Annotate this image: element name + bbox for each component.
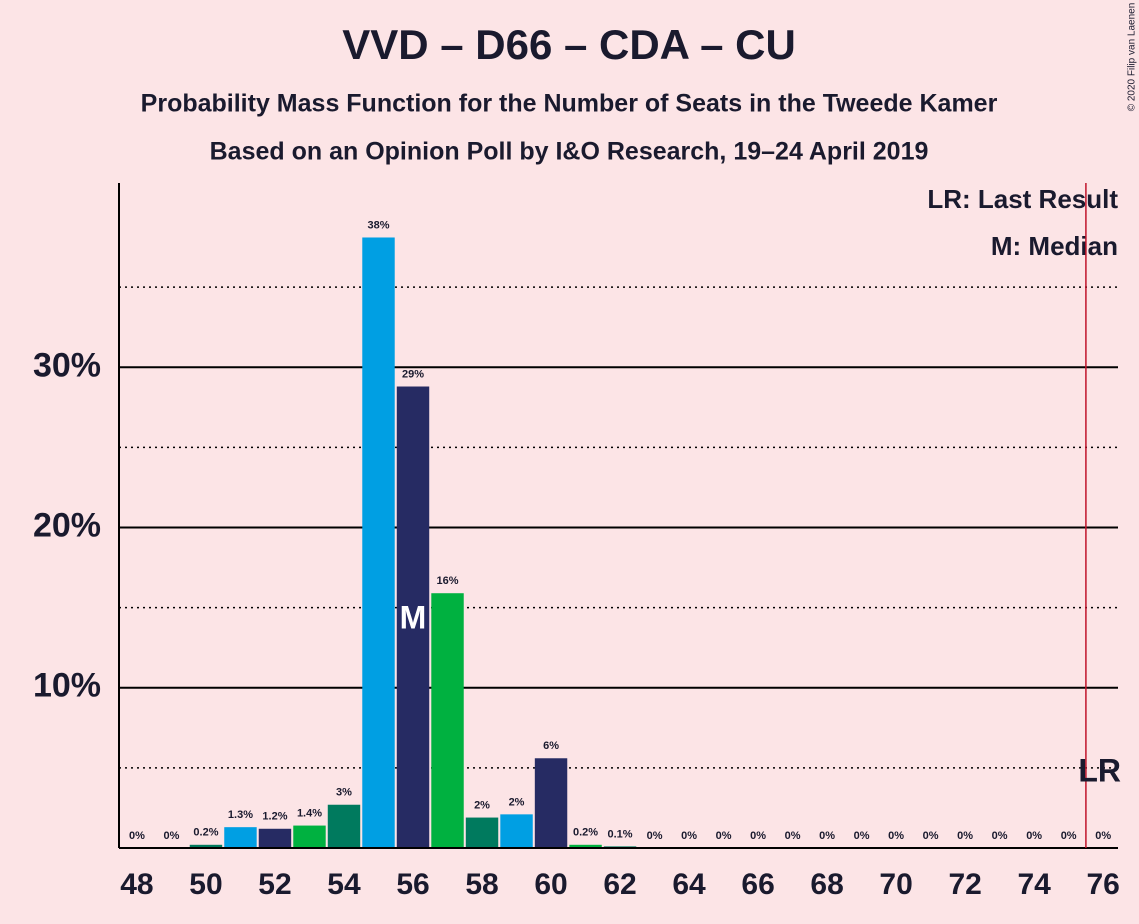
bar bbox=[362, 237, 395, 848]
value-label: 2% bbox=[509, 796, 525, 808]
y-tick-label: 30% bbox=[33, 346, 101, 384]
value-label: 16% bbox=[436, 575, 458, 587]
value-label: 0% bbox=[681, 830, 697, 842]
value-label: 0.2% bbox=[193, 827, 218, 839]
chart-title: VVD – D66 – CDA – CU bbox=[342, 21, 796, 68]
bar bbox=[258, 828, 292, 848]
x-tick-label: 70 bbox=[879, 868, 912, 901]
value-label: 0% bbox=[957, 830, 973, 842]
median-marker: M bbox=[400, 599, 427, 635]
value-label: 0.1% bbox=[608, 828, 633, 840]
bar bbox=[224, 827, 257, 848]
value-label: 0% bbox=[750, 830, 766, 842]
x-tick-label: 50 bbox=[189, 868, 222, 901]
value-label: 0% bbox=[888, 830, 904, 842]
y-tick-label: 20% bbox=[33, 507, 101, 545]
value-label: 1.3% bbox=[228, 809, 253, 821]
value-label: 0% bbox=[1061, 830, 1077, 842]
value-label: 0% bbox=[1026, 830, 1042, 842]
legend-entry: M: Median bbox=[991, 231, 1118, 261]
value-label: 0% bbox=[819, 830, 835, 842]
value-label: 38% bbox=[367, 219, 389, 231]
x-tick-label: 74 bbox=[1017, 868, 1051, 901]
value-label: 0% bbox=[992, 830, 1008, 842]
value-label: 0% bbox=[854, 830, 870, 842]
y-tick-label: 10% bbox=[33, 667, 101, 705]
x-tick-label: 76 bbox=[1086, 868, 1119, 901]
x-tick-label: 58 bbox=[465, 868, 498, 901]
x-tick-label: 60 bbox=[534, 868, 567, 901]
value-label: 6% bbox=[543, 740, 559, 752]
bar bbox=[500, 814, 533, 848]
value-label: 0% bbox=[647, 830, 663, 842]
last-result-label: LR bbox=[1078, 752, 1121, 788]
x-tick-label: 64 bbox=[672, 868, 706, 901]
x-tick-label: 72 bbox=[948, 868, 981, 901]
legend-entry: LR: Last Result bbox=[927, 184, 1118, 214]
bar bbox=[534, 758, 568, 848]
value-label: 3% bbox=[336, 787, 352, 799]
chart-subtitle: Probability Mass Function for the Number… bbox=[141, 90, 998, 118]
bar bbox=[327, 804, 361, 848]
value-label: 0% bbox=[785, 830, 801, 842]
value-label: 0% bbox=[716, 830, 732, 842]
value-label: 2% bbox=[474, 799, 490, 811]
value-label: 1.2% bbox=[262, 811, 287, 823]
x-tick-label: 56 bbox=[396, 868, 429, 901]
bar bbox=[465, 817, 499, 848]
x-tick-label: 48 bbox=[120, 868, 153, 901]
chart-subtitle: Based on an Opinion Poll by I&O Research… bbox=[210, 138, 929, 166]
bar bbox=[569, 844, 602, 848]
value-label: 0% bbox=[129, 830, 145, 842]
value-label: 0.2% bbox=[573, 827, 598, 839]
value-label: 0% bbox=[923, 830, 939, 842]
x-tick-label: 62 bbox=[603, 868, 636, 901]
value-label: 1.4% bbox=[297, 807, 322, 819]
value-label: 0% bbox=[1095, 830, 1111, 842]
bar bbox=[189, 844, 223, 848]
bar bbox=[293, 825, 326, 848]
bar bbox=[431, 593, 464, 848]
bar bbox=[396, 386, 430, 848]
value-label: 29% bbox=[402, 368, 424, 380]
x-tick-label: 68 bbox=[810, 868, 843, 901]
x-tick-label: 66 bbox=[741, 868, 774, 901]
value-label: 0% bbox=[163, 830, 179, 842]
copyright: © 2020 Filip van Laenen bbox=[1127, 3, 1138, 112]
x-tick-label: 52 bbox=[258, 868, 291, 901]
x-tick-label: 54 bbox=[327, 868, 361, 901]
